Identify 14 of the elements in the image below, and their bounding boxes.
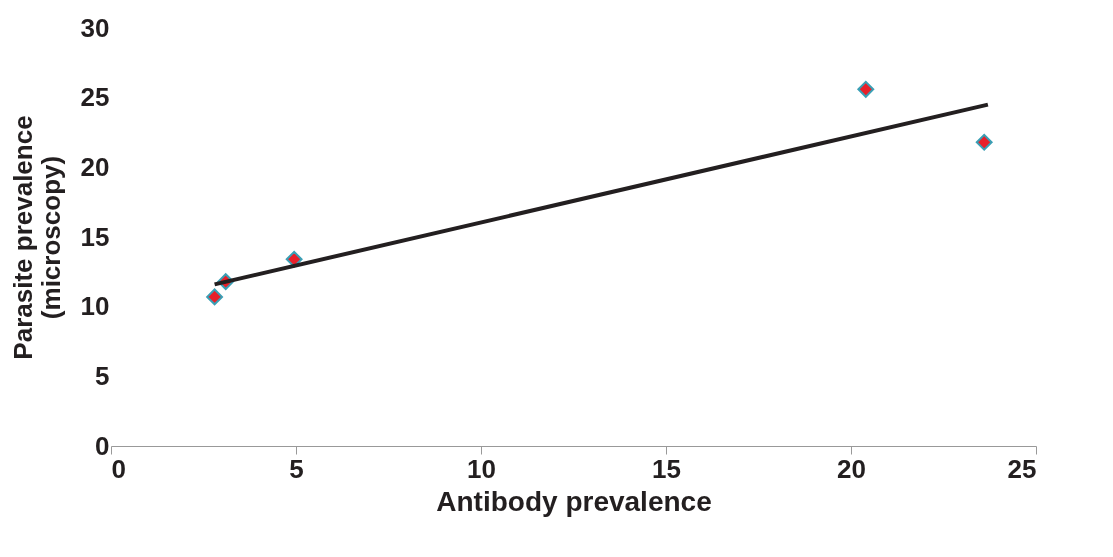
y-tick-label: 25	[80, 82, 110, 113]
y-tick-label: 15	[80, 221, 110, 252]
x-tick-label: 15	[652, 453, 681, 484]
x-tick-label: 10	[467, 453, 496, 484]
y-tick-label: 10	[80, 291, 110, 322]
x-tick-label: 5	[289, 453, 304, 484]
x-tick-label: 20	[837, 453, 866, 484]
y-tick-label: 5	[95, 360, 110, 391]
x-tick-label: 25	[1007, 453, 1037, 484]
y-tick-label: 30	[80, 12, 110, 43]
y-axis-title: Parasite prevalence (microscopy)	[7, 115, 66, 360]
y-tick-label: 20	[80, 151, 110, 182]
y-tick-label: 0	[95, 430, 110, 461]
x-axis-title: Antibody prevalence	[436, 485, 712, 517]
